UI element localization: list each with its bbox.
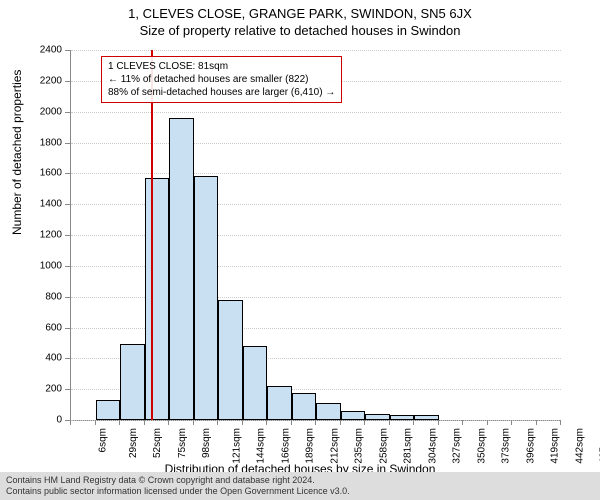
x-tick-label: 144sqm <box>256 428 267 464</box>
histogram-bar <box>96 400 121 420</box>
x-tick <box>95 420 96 425</box>
title-main: 1, CLEVES CLOSE, GRANGE PARK, SWINDON, S… <box>0 0 600 21</box>
x-tick <box>389 420 390 425</box>
x-tick <box>364 420 365 425</box>
histogram-bar <box>292 393 317 420</box>
annotation-line2: ← 11% of detached houses are smaller (82… <box>108 73 335 86</box>
footer-line2: Contains public sector information licen… <box>6 486 594 497</box>
x-tick <box>193 420 194 425</box>
histogram-bar <box>243 346 268 420</box>
x-tick-label: 6sqm <box>97 428 108 452</box>
histogram-bar <box>390 415 415 420</box>
histogram-bar <box>341 411 366 420</box>
title-sub: Size of property relative to detached ho… <box>0 21 600 38</box>
y-tick-label: 800 <box>32 291 62 302</box>
x-tick-label: 166sqm <box>280 428 291 464</box>
y-axis-label: Number of detached properties <box>10 70 24 235</box>
grid-line <box>71 420 561 421</box>
x-tick-label: 396sqm <box>525 428 536 464</box>
x-tick <box>487 420 488 425</box>
x-tick <box>291 420 292 425</box>
x-tick <box>119 420 120 425</box>
grid-line <box>71 50 561 51</box>
grid-line <box>71 143 561 144</box>
y-tick-label: 1000 <box>32 260 62 271</box>
x-tick <box>266 420 267 425</box>
x-tick <box>511 420 512 425</box>
annotation-box: 1 CLEVES CLOSE: 81sqm ← 11% of detached … <box>101 56 342 103</box>
x-tick-label: 52sqm <box>152 428 163 458</box>
histogram-bar <box>218 300 243 420</box>
x-tick <box>560 420 561 425</box>
x-tick-label: 29sqm <box>128 428 139 458</box>
chart-container: 1, CLEVES CLOSE, GRANGE PARK, SWINDON, S… <box>0 0 600 500</box>
y-tick-label: 600 <box>32 322 62 333</box>
annotation-line3: 88% of semi-detached houses are larger (… <box>108 86 335 99</box>
x-tick <box>340 420 341 425</box>
y-tick-label: 200 <box>32 384 62 395</box>
x-tick-label: 212sqm <box>329 428 340 464</box>
x-tick <box>536 420 537 425</box>
x-tick-label: 258sqm <box>378 428 389 464</box>
x-tick-label: 304sqm <box>427 428 438 464</box>
histogram-bar <box>194 176 219 420</box>
x-tick <box>462 420 463 425</box>
x-tick-label: 373sqm <box>501 428 512 464</box>
x-tick-label: 75sqm <box>177 428 188 458</box>
histogram-bar <box>169 118 194 420</box>
reference-line <box>151 50 153 420</box>
y-tick-label: 0 <box>32 415 62 426</box>
x-tick <box>242 420 243 425</box>
histogram-bar <box>145 178 170 420</box>
y-tick-label: 2400 <box>32 45 62 56</box>
histogram-bar <box>365 414 390 420</box>
histogram-bar <box>120 344 145 420</box>
grid-line <box>71 173 561 174</box>
x-tick-label: 350sqm <box>476 428 487 464</box>
y-tick-label: 1800 <box>32 137 62 148</box>
x-tick-label: 419sqm <box>550 428 561 464</box>
x-tick <box>217 420 218 425</box>
x-tick-label: 98sqm <box>201 428 212 458</box>
x-tick <box>315 420 316 425</box>
y-tick-label: 2000 <box>32 106 62 117</box>
x-tick <box>70 420 71 425</box>
plot-area: 1 CLEVES CLOSE: 81sqm ← 11% of detached … <box>70 50 561 421</box>
x-tick-label: 327sqm <box>452 428 463 464</box>
footer: Contains HM Land Registry data © Crown c… <box>0 472 600 500</box>
y-tick-label: 2200 <box>32 75 62 86</box>
annotation-line1: 1 CLEVES CLOSE: 81sqm <box>108 60 335 73</box>
x-tick <box>144 420 145 425</box>
y-tick-label: 1200 <box>32 230 62 241</box>
x-tick-label: 121sqm <box>231 428 242 464</box>
histogram-bar <box>414 415 439 420</box>
y-tick-label: 400 <box>32 353 62 364</box>
x-tick-label: 189sqm <box>305 428 316 464</box>
x-tick <box>438 420 439 425</box>
x-tick-label: 442sqm <box>574 428 585 464</box>
x-tick <box>413 420 414 425</box>
y-tick-label: 1600 <box>32 168 62 179</box>
histogram-bar <box>267 386 292 420</box>
grid-line <box>71 112 561 113</box>
y-tick-label: 1400 <box>32 199 62 210</box>
histogram-bar <box>316 403 341 420</box>
x-tick <box>168 420 169 425</box>
x-tick-label: 281sqm <box>403 428 414 464</box>
x-tick-label: 235sqm <box>354 428 365 464</box>
footer-line1: Contains HM Land Registry data © Crown c… <box>6 475 594 486</box>
